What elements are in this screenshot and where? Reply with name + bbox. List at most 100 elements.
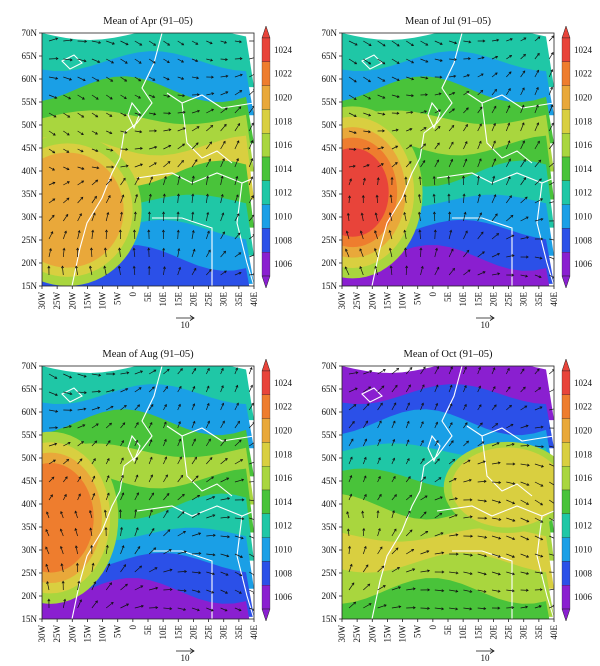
wind-vector (491, 462, 501, 465)
wind-vector-head (236, 140, 240, 144)
lon-label: 40E (549, 625, 559, 640)
wind-vector-head (90, 544, 94, 548)
wind-vector-head (422, 366, 426, 370)
wind-vector (405, 266, 408, 276)
wind-vector-head (191, 175, 195, 179)
wind-vector (534, 517, 543, 523)
wind-vector-head (184, 570, 188, 574)
wind-vector (391, 162, 398, 168)
wind-vector-head (236, 402, 239, 406)
wind-vector (105, 212, 109, 222)
wind-vector-head (382, 585, 386, 588)
wind-vector-head (466, 440, 469, 444)
wind-vector (360, 230, 364, 240)
wind-vector-head (378, 420, 382, 424)
wind-vector (105, 440, 111, 447)
wind-vector (449, 58, 457, 61)
wind-vector-head (235, 384, 239, 388)
wind-vector (206, 269, 212, 276)
wind-vector (549, 389, 554, 393)
colorbar-tick-label: 1014 (274, 497, 293, 507)
wind-vector (191, 421, 195, 429)
wind-vector (234, 194, 239, 204)
wind-vector-head (207, 249, 211, 253)
wind-vector (234, 367, 238, 375)
lon-label: 15E (473, 625, 483, 640)
wind-vector (404, 194, 407, 204)
wind-vector (406, 111, 413, 114)
wind-vector-head (209, 141, 212, 145)
colorbar-tick-label: 1006 (274, 259, 293, 269)
wind-vector (191, 438, 196, 447)
wind-vector (191, 194, 194, 204)
wind-vector (377, 420, 382, 429)
wind-vector (520, 481, 530, 486)
wind-vector (220, 107, 228, 114)
wind-vector-head (97, 406, 101, 410)
wind-vector (549, 201, 554, 204)
wind-vector (77, 581, 80, 591)
wind-vector-head (426, 550, 430, 554)
wind-vector-head (441, 551, 445, 555)
wind-vector (63, 148, 69, 153)
wind-vector-head (435, 247, 438, 251)
lat-label: 50N (22, 453, 38, 463)
wind-vector (534, 53, 540, 60)
wind-vector (406, 40, 414, 46)
wind-vector (420, 495, 428, 501)
wind-vector-head (118, 509, 122, 512)
wind-vector (120, 492, 124, 501)
wind-vector-head (121, 492, 125, 496)
wind-vector-head (526, 463, 530, 467)
wind-vector-head (554, 520, 556, 522)
wind-vector (362, 494, 367, 501)
wind-vector (520, 87, 525, 96)
lon-label: 10W (398, 625, 408, 643)
wind-vector (249, 553, 254, 558)
wind-vector-head (121, 545, 125, 549)
wind-vector (520, 37, 527, 42)
wind-vector-head (466, 74, 470, 77)
wind-vector (434, 384, 439, 393)
wind-vector-head (120, 211, 124, 215)
colorbar-segment (561, 370, 571, 395)
wind-vector-head (241, 498, 245, 502)
wind-vector (420, 440, 424, 447)
wind-vector-head (239, 90, 243, 93)
wind-vector-head (149, 456, 153, 460)
wind-vector-head (212, 495, 216, 499)
wind-vector-head (406, 420, 410, 424)
lon-label: 15W (382, 625, 392, 643)
wind-vector-head (125, 583, 128, 587)
lon-label: 25E (504, 292, 514, 307)
wind-vector-head (512, 555, 516, 558)
lon-label: 25E (504, 625, 514, 640)
lon-label: 30W (37, 625, 47, 643)
wind-vector-head (403, 194, 407, 198)
wind-vector (506, 535, 515, 540)
wind-vector-head (435, 421, 439, 425)
wind-vector-head (45, 528, 49, 532)
wind-vector-head (537, 36, 541, 40)
wind-vector-head (55, 426, 59, 430)
wind-vector (506, 607, 514, 609)
wind-vector (506, 195, 512, 204)
colorbar-tick-label: 1018 (274, 449, 293, 459)
wind-vector-head (92, 492, 96, 496)
wind-vector-head (122, 422, 126, 426)
wind-vector-head (524, 196, 528, 200)
wind-vector-head (449, 403, 453, 407)
wind-vector-head (555, 408, 557, 410)
wind-vector-head (550, 104, 554, 108)
wind-vector (549, 535, 554, 539)
lat-label: 60N (22, 74, 38, 84)
wind-vector (463, 422, 468, 429)
lon-label: 10W (98, 292, 108, 310)
wind-vector-head (147, 211, 151, 215)
colorbar-bottom-arrow (561, 275, 571, 289)
wind-vector-head (449, 422, 453, 426)
wind-vector-head (497, 272, 501, 276)
wind-vector (48, 148, 55, 154)
wind-vector (249, 273, 254, 276)
wind-vector-head (183, 550, 187, 554)
